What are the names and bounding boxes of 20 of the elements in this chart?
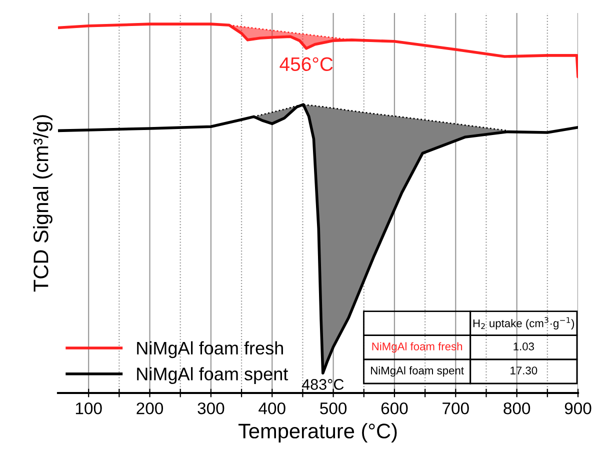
annotation: 1.03 — [514, 342, 534, 350]
annotation: NiMgAl foam fresh — [372, 342, 462, 353]
x-axis-title: Temperature (°C) — [238, 423, 397, 443]
x-tick-label: 500 — [320, 402, 347, 414]
x-tick-label: 300 — [198, 402, 224, 414]
x-tick-label: 900 — [564, 402, 592, 414]
annotation: 483°C — [302, 379, 344, 390]
legend-label: NiMgAl foam spent — [137, 367, 288, 384]
x-tick-label: 700 — [442, 402, 469, 414]
annotation: 17.30 — [510, 366, 538, 374]
x-tick-label: 100 — [76, 402, 102, 414]
y-axis-title: TCD Signal (cm³/g) — [33, 115, 52, 292]
annotation: H$_{2}$ uptake (cm$^{3}$·g$^{−1}$) — [473, 317, 574, 330]
x-tick-label: 200 — [136, 402, 164, 414]
x-tick-label: 400 — [258, 402, 286, 414]
x-tick-label: 600 — [381, 402, 408, 414]
annotation: 456°C — [280, 57, 333, 72]
x-tick-label: 800 — [504, 402, 530, 414]
annotation: NiMgAl foam spent — [371, 366, 464, 377]
legend-label: NiMgAl foam fresh — [137, 341, 283, 358]
